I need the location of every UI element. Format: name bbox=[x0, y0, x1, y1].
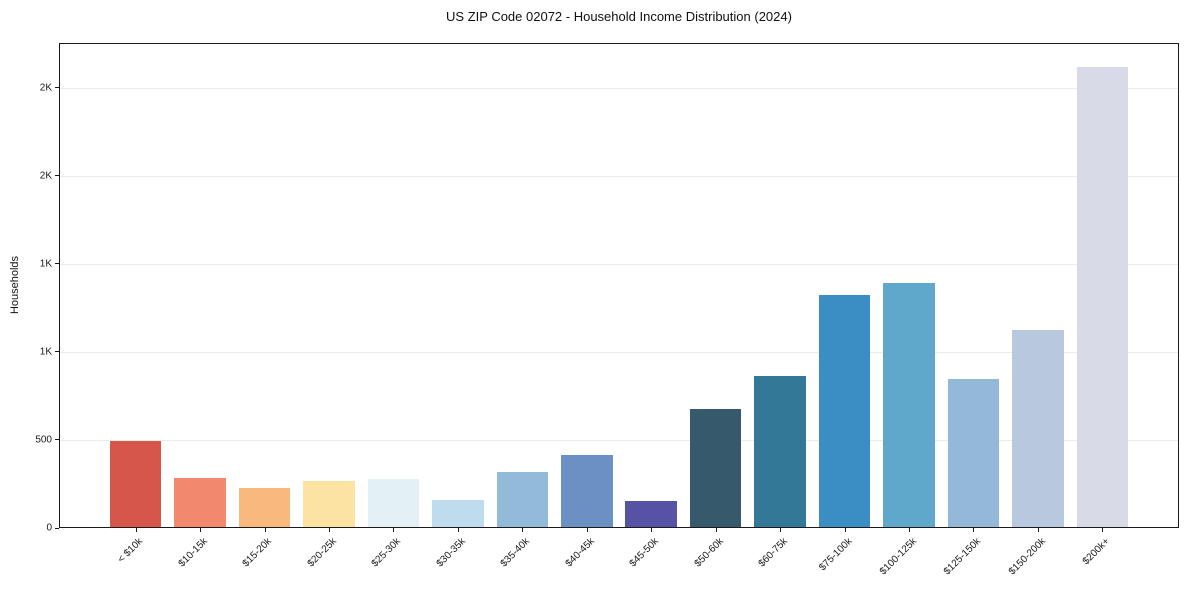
x-tick-label: $35-40k bbox=[498, 536, 533, 570]
y-tick-label: 2K bbox=[39, 170, 52, 182]
x-tick-label: $75-100k bbox=[817, 536, 855, 574]
bar-100-125k bbox=[883, 283, 935, 527]
x-tick-label: $200k+ bbox=[1080, 536, 1113, 568]
bar-35-40k bbox=[496, 472, 549, 527]
x-tick-label: $45-50k bbox=[627, 536, 662, 570]
x-tick-mark bbox=[715, 528, 717, 532]
bar-75-100k bbox=[818, 294, 871, 527]
y-tick-mark bbox=[55, 263, 59, 265]
bar-10k bbox=[109, 440, 162, 527]
y-tick-label: 2K bbox=[39, 82, 52, 94]
x-tick-mark bbox=[973, 528, 975, 532]
y-tick-label: 1K bbox=[39, 258, 52, 270]
gridline-1500 bbox=[60, 264, 1178, 266]
x-tick-mark bbox=[264, 528, 266, 532]
x-tick-label: $30-35k bbox=[434, 536, 468, 570]
gridline-2500 bbox=[60, 88, 1178, 90]
y-tick-mark bbox=[55, 87, 59, 89]
y-tick-mark bbox=[55, 175, 59, 177]
x-tick-mark bbox=[457, 528, 459, 532]
x-tick-label: $50-60k bbox=[692, 536, 726, 570]
x-tick-mark bbox=[135, 528, 137, 532]
bar-150-200k bbox=[1012, 329, 1064, 527]
bar-200k bbox=[1076, 66, 1129, 527]
bar-45-50k bbox=[625, 500, 677, 527]
bar-15-20k bbox=[238, 488, 291, 527]
x-tick-mark bbox=[844, 528, 846, 532]
bar-30-35k bbox=[432, 499, 484, 527]
x-tick-label: $10-15k bbox=[176, 536, 210, 570]
x-tick-mark bbox=[586, 528, 588, 532]
bar-50-60k bbox=[689, 409, 742, 527]
x-tick-mark bbox=[1037, 528, 1039, 532]
y-tick-mark bbox=[55, 527, 59, 529]
x-tick-label: $60-75k bbox=[756, 536, 790, 570]
x-tick-mark bbox=[329, 528, 330, 532]
y-tick-label: 0 bbox=[46, 522, 52, 534]
x-tick-label: $15-20k bbox=[241, 536, 275, 570]
bar-10-15k bbox=[174, 477, 226, 527]
x-tick-label: $25-30k bbox=[369, 536, 404, 570]
bar-40-45k bbox=[561, 454, 613, 527]
x-tick-mark bbox=[522, 528, 524, 532]
gridline-500 bbox=[60, 440, 1178, 442]
y-tick-mark bbox=[55, 351, 59, 353]
x-tick-label: $100-125k bbox=[877, 536, 919, 578]
y-tick-label: 500 bbox=[35, 434, 52, 446]
x-tick-label: $20-25k bbox=[305, 536, 339, 570]
x-tick-mark bbox=[780, 528, 782, 532]
gridline-2000 bbox=[60, 176, 1178, 178]
bar-25-30k bbox=[367, 479, 420, 527]
x-tick-label: $150-200k bbox=[1006, 536, 1048, 578]
bar-60-75k bbox=[754, 376, 806, 527]
x-tick-mark bbox=[1102, 528, 1104, 532]
x-tick-mark bbox=[200, 528, 202, 532]
y-tick-label: 1K bbox=[39, 346, 52, 358]
plot-area bbox=[59, 43, 1179, 528]
x-tick-mark bbox=[908, 528, 910, 532]
x-tick-label: < $10k bbox=[116, 536, 146, 566]
chart-title: US ZIP Code 02072 - Household Income Dis… bbox=[446, 9, 792, 24]
y-tick-mark bbox=[55, 439, 59, 441]
bar-125-150k bbox=[947, 379, 1000, 527]
x-tick-label: $125-150k bbox=[942, 536, 984, 578]
gridline-1000 bbox=[60, 352, 1178, 354]
x-tick-mark bbox=[393, 528, 395, 532]
bar-20-25k bbox=[303, 481, 355, 527]
x-tick-label: $40-45k bbox=[563, 536, 597, 570]
x-tick-mark bbox=[651, 528, 653, 532]
